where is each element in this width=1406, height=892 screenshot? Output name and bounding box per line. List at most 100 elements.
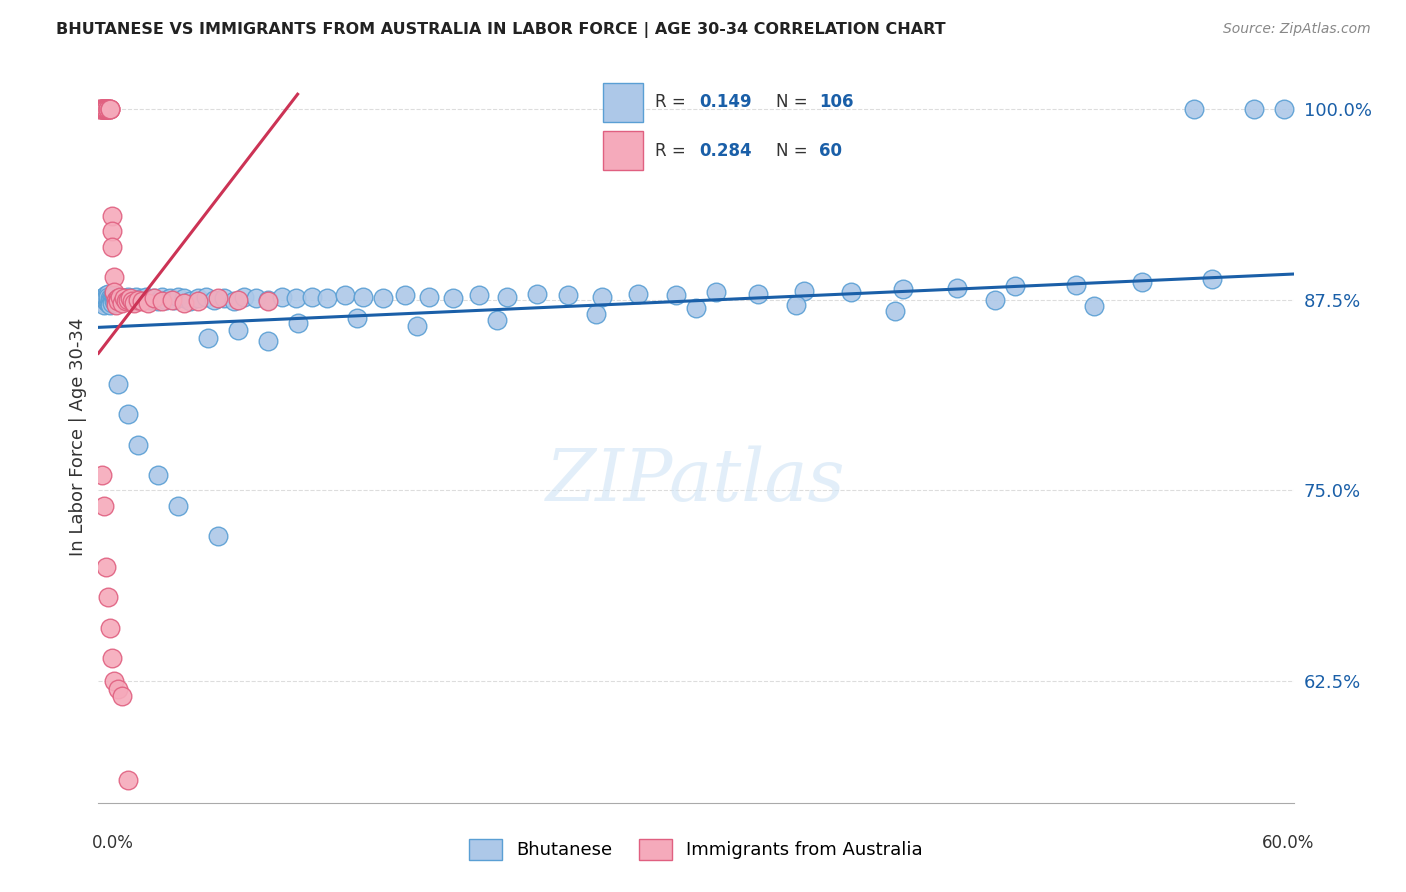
Point [207, 292, 229, 306]
Point [747, 286, 769, 301]
Point [591, 290, 613, 304]
Point [841, 285, 863, 300]
Point [93, 103, 115, 117]
Point [91, 292, 114, 306]
Point [93, 103, 115, 117]
Point [107, 292, 129, 306]
Point [107, 376, 129, 391]
Text: 60.0%: 60.0% [1263, 834, 1315, 852]
Point [167, 290, 190, 304]
Point [441, 292, 464, 306]
Point [107, 294, 129, 309]
Point [97, 286, 120, 301]
Point [245, 292, 267, 306]
Point [226, 323, 249, 337]
Text: 0.0%: 0.0% [91, 834, 134, 852]
Point [685, 301, 707, 315]
Point [167, 499, 190, 513]
Point [120, 293, 142, 307]
Point [136, 296, 159, 310]
Point [127, 438, 149, 452]
Point [160, 293, 183, 307]
Y-axis label: In Labor Force | Age 30-34: In Labor Force | Age 30-34 [69, 318, 87, 557]
Point [665, 288, 688, 302]
Text: ZIPatlas: ZIPatlas [546, 446, 846, 516]
Point [91, 294, 114, 309]
Point [1066, 277, 1088, 292]
Point [1243, 103, 1265, 117]
Point [96, 103, 118, 117]
Point [148, 294, 170, 309]
Point [163, 293, 186, 307]
Point [111, 296, 134, 310]
Bar [603, 83, 643, 122]
Point [111, 689, 134, 703]
Point [96, 103, 118, 117]
Point [103, 294, 125, 309]
Point [97, 103, 120, 117]
Point [159, 292, 181, 306]
Point [103, 288, 125, 302]
Point [101, 651, 124, 665]
Point [120, 292, 142, 306]
Point [93, 499, 115, 513]
Point [212, 292, 235, 306]
Point [101, 209, 124, 223]
Point [96, 294, 118, 309]
Point [97, 103, 120, 117]
Point [110, 290, 132, 304]
Point [93, 103, 115, 117]
Point [173, 292, 195, 306]
Point [96, 288, 118, 302]
Text: 106: 106 [820, 94, 853, 112]
Point [284, 292, 307, 306]
Point [117, 293, 139, 307]
Point [96, 103, 118, 117]
Point [984, 293, 1007, 307]
Point [112, 292, 135, 306]
Point [232, 290, 254, 304]
Point [93, 103, 115, 117]
Text: 60: 60 [820, 142, 842, 160]
Point [155, 293, 177, 307]
Text: 0.149: 0.149 [699, 94, 751, 112]
Point [98, 297, 122, 311]
Point [97, 296, 120, 310]
Point [111, 293, 134, 307]
Point [197, 331, 219, 345]
Point [97, 293, 120, 307]
Point [93, 103, 115, 117]
Point [335, 288, 357, 302]
Point [103, 285, 125, 300]
Point [97, 290, 120, 304]
Point [143, 292, 166, 306]
Point [98, 103, 122, 117]
Point [526, 286, 548, 301]
Point [97, 103, 120, 117]
Point [150, 290, 173, 304]
Point [352, 290, 374, 304]
Point [96, 103, 118, 117]
Point [148, 468, 170, 483]
Point [468, 288, 491, 302]
Point [187, 292, 209, 306]
Point [793, 284, 815, 298]
Point [143, 292, 166, 306]
Point [93, 297, 115, 311]
Point [93, 293, 115, 307]
Point [131, 292, 153, 306]
Point [124, 294, 146, 309]
Point [1201, 271, 1223, 285]
Point [131, 294, 153, 309]
Point [125, 290, 148, 304]
Point [785, 297, 807, 311]
Point [98, 294, 122, 309]
Point [139, 293, 162, 307]
Point [287, 316, 309, 330]
Point [107, 294, 129, 309]
Point [103, 673, 125, 688]
Point [101, 239, 124, 253]
Point [485, 312, 508, 326]
Point [127, 293, 149, 307]
Point [627, 286, 650, 301]
